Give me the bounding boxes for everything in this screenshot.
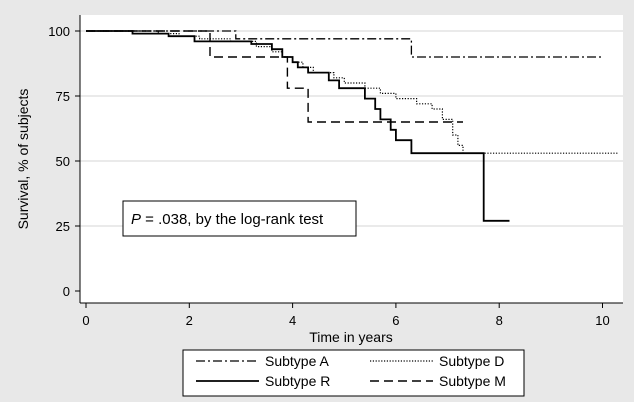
axes: 0 25 50 75 100 0 2 4 6 8 10	[48, 15, 623, 328]
x-tick-label-8: 8	[496, 313, 503, 328]
x-tick-label-0: 0	[82, 313, 89, 328]
annotation-rest: = .038, by the log-rank test	[141, 211, 324, 228]
annotation-box	[122, 200, 357, 237]
pvalue-annotation: P = .038, by the log-rank test	[122, 200, 357, 237]
y-tick-label-50: 50	[56, 154, 70, 169]
legend-box	[182, 349, 525, 397]
series-group	[86, 30, 618, 222]
y-tick-label-0: 0	[63, 284, 70, 299]
y-tick-label-100: 100	[48, 24, 70, 39]
legend: Subtype A Subtype D Subtype R Subtype M	[182, 349, 525, 397]
legend-label-subtype-a: Subtype A	[265, 353, 329, 369]
series-line-subtype-m	[86, 30, 463, 123]
annotation-text: P = .038, by the log-rank test	[131, 211, 324, 228]
legend-label-subtype-r: Subtype R	[265, 373, 330, 389]
legend-label-subtype-d: Subtype D	[439, 353, 504, 369]
legend-label-subtype-m: Subtype M	[439, 373, 506, 389]
x-axis-title: Time in years	[309, 329, 393, 345]
y-axis-title: Survival, % of subjects	[15, 89, 31, 230]
annotation-p: P	[131, 211, 141, 228]
x-tick-label-10: 10	[595, 313, 609, 328]
series-line-subtype-d	[86, 30, 618, 154]
x-tick-label-2: 2	[186, 313, 193, 328]
series-line-subtype-r	[86, 30, 510, 222]
x-tick-label-4: 4	[289, 313, 296, 328]
x-tick-label-6: 6	[392, 313, 399, 328]
y-tick-label-25: 25	[56, 219, 70, 234]
y-tick-label-75: 75	[56, 89, 70, 104]
plot-background	[80, 15, 623, 303]
series-line-subtype-a	[86, 30, 603, 58]
